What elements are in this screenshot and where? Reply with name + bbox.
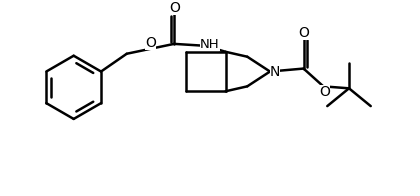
Text: NH: NH	[200, 38, 220, 51]
Text: O: O	[319, 85, 330, 99]
Text: O: O	[298, 26, 309, 40]
Text: O: O	[145, 36, 156, 50]
Text: N: N	[270, 64, 280, 79]
Text: O: O	[170, 1, 181, 15]
